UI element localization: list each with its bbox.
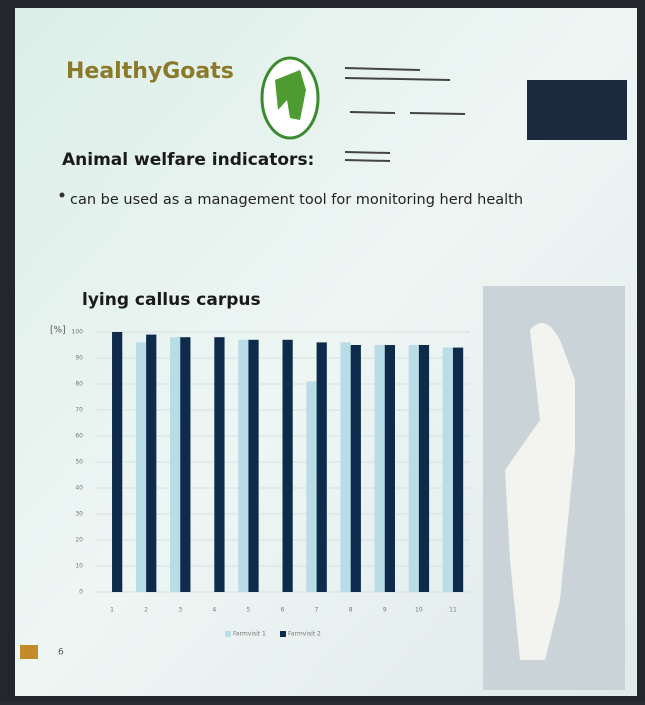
bar [375, 345, 385, 592]
heading: Animal welfare indicators: [62, 150, 314, 170]
y-tick-label: 40 [75, 485, 83, 492]
footer-box [20, 645, 38, 659]
bar [340, 342, 350, 592]
page: HealthyGoats Animal welfare indicators: … [0, 0, 645, 701]
bar [248, 340, 258, 592]
y-tick-label: 90 [75, 355, 83, 362]
y-tick-label: 50 [75, 459, 83, 466]
x-tick-label: 8 [349, 607, 353, 614]
legend-label: Farmvisit 2 [288, 631, 321, 638]
bar [180, 337, 190, 592]
bullet-text: can be used as a management tool for mon… [70, 192, 523, 208]
y-tick-label: 100 [72, 329, 84, 336]
y-tick-label: 10 [75, 563, 83, 570]
y-tick-label: 70 [75, 407, 83, 414]
x-tick-label: 9 [383, 607, 387, 614]
x-tick-label: 1 [110, 607, 114, 614]
institution-logo [527, 80, 627, 140]
bar [214, 337, 224, 592]
y-tick-label: 20 [75, 537, 83, 544]
y-tick-label: 30 [75, 511, 83, 518]
x-tick-label: 6 [281, 607, 285, 614]
bar [409, 345, 419, 592]
x-tick-label: 4 [212, 607, 216, 614]
page-number: 6 [58, 648, 64, 658]
slide-photo: HealthyGoats Animal welfare indicators: … [0, 0, 645, 701]
brand: HealthyGoats [66, 59, 234, 84]
x-tick-label: 10 [415, 607, 423, 614]
x-tick-label: 7 [315, 607, 319, 614]
bar [283, 340, 293, 592]
bar [306, 381, 316, 592]
bar [136, 342, 146, 592]
bullet-dot [60, 193, 65, 198]
bar [443, 348, 453, 592]
chart-title: lying callus carpus [82, 290, 261, 310]
legend-swatch [280, 631, 286, 637]
bar [385, 345, 395, 592]
y-tick-label: 0 [79, 589, 83, 596]
x-tick-label: 11 [449, 607, 457, 614]
legend-label: Farmvisit 1 [233, 631, 266, 638]
bar [112, 332, 122, 592]
bar [146, 335, 156, 592]
x-tick-label: 2 [144, 607, 148, 614]
x-tick-label: 5 [246, 607, 250, 614]
x-tick-label: 3 [178, 607, 182, 614]
legend-swatch [225, 631, 231, 637]
y-axis-label: [%] [50, 326, 66, 336]
y-tick-label: 60 [75, 433, 83, 440]
y-tick-label: 80 [75, 381, 83, 388]
bar [170, 337, 180, 592]
bar [419, 345, 429, 592]
bar [238, 340, 248, 592]
bar [351, 345, 361, 592]
bar [453, 348, 463, 592]
bar [317, 342, 327, 592]
